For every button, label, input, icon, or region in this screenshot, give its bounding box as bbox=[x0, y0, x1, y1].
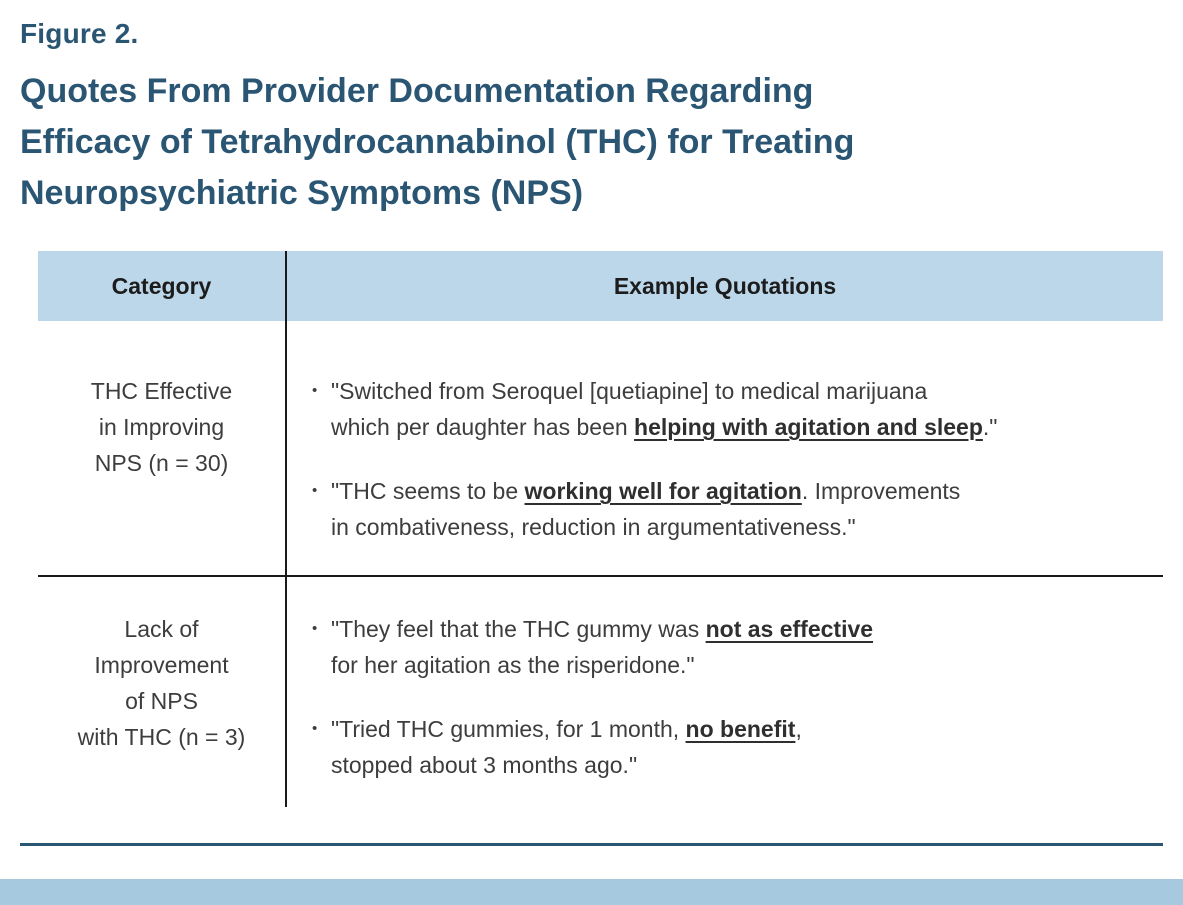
quote-text: "THC seems to be working well for agitat… bbox=[331, 473, 960, 545]
quote-segment: which per daughter has been bbox=[331, 414, 635, 440]
bullet-icon: • bbox=[312, 382, 318, 399]
quote-item: • "They feel that the THC gummy was not a… bbox=[312, 611, 1143, 683]
category-cell: Lack of Improvement of NPS with THC (n = 3) bbox=[38, 577, 287, 807]
quote-emphasis: helping with agitation and sleep bbox=[634, 414, 983, 440]
quote-segment: , bbox=[795, 716, 802, 742]
quote-segment: "They feel that the THC gummy was bbox=[331, 616, 706, 642]
quote-segment: "Tried THC gummies, for 1 month, bbox=[331, 716, 686, 742]
table-row: THC Effective in Improving NPS (n = 30) • "S… bbox=[38, 321, 1163, 575]
quotations-cell: • "Switched from Seroquel [quetiapine] to… bbox=[287, 321, 1163, 575]
category-cell: THC Effective in Improving NPS (n = 30) bbox=[38, 321, 287, 575]
quote-item: • "Tried THC gummies, for 1 month, no ben… bbox=[312, 711, 1143, 783]
column-header-category: Category bbox=[38, 251, 287, 321]
quote-emphasis: working well for agitation bbox=[524, 478, 802, 504]
column-header-example-quotations: Example Quotations bbox=[613, 272, 837, 299]
figure-page: Figure 2. Quotes From Provider Documenta… bbox=[0, 18, 1183, 905]
bottom-rule-divider bbox=[20, 843, 1163, 846]
bullet-icon: • bbox=[312, 720, 318, 737]
quote-segment: in combativeness, reduction in argumenta… bbox=[331, 514, 856, 540]
quote-segment: ." bbox=[982, 414, 998, 440]
quote-text: "Switched from Seroquel [quetiapine] to … bbox=[331, 373, 997, 445]
figure-title: Quotes From Provider Documentation Regar… bbox=[20, 72, 855, 212]
figure-label: Figure 2. bbox=[20, 18, 139, 49]
bullet-icon: • bbox=[312, 482, 318, 499]
table-row: Lack of Improvement of NPS with THC (n = 3)… bbox=[38, 575, 1163, 807]
quote-segment: stopped about 3 months ago." bbox=[331, 752, 638, 778]
quote-segment: "THC seems to be bbox=[331, 478, 525, 504]
quote-text: "Tried THC gummies, for 1 month, no bene… bbox=[331, 711, 802, 783]
bullet-icon: • bbox=[312, 620, 318, 637]
bottom-accent-bar bbox=[0, 879, 1183, 905]
quote-item: • "Switched from Seroquel [quetiapine] to… bbox=[312, 373, 1143, 445]
table-body: THC Effective in Improving NPS (n = 30) • "S… bbox=[38, 321, 1163, 807]
quote-segment: . Improvements bbox=[801, 478, 961, 504]
quote-emphasis: no benefit bbox=[685, 716, 796, 742]
quote-emphasis: not as effective bbox=[705, 616, 874, 642]
quote-text: "They feel that the THC gummy was not as… bbox=[331, 611, 873, 683]
quotes-table: Category Example Quotations THC Effectiv… bbox=[38, 251, 1163, 807]
table-header-row: Category Example Quotations bbox=[38, 251, 1163, 321]
quote-segment: for her agitation as the risperidone." bbox=[331, 652, 695, 678]
quotations-cell: • "They feel that the THC gummy was not a… bbox=[287, 577, 1163, 807]
quote-item: • "THC seems to be working well for agita… bbox=[312, 473, 1143, 545]
quote-segment: "Switched from Seroquel [quetiapine] to … bbox=[331, 378, 928, 404]
